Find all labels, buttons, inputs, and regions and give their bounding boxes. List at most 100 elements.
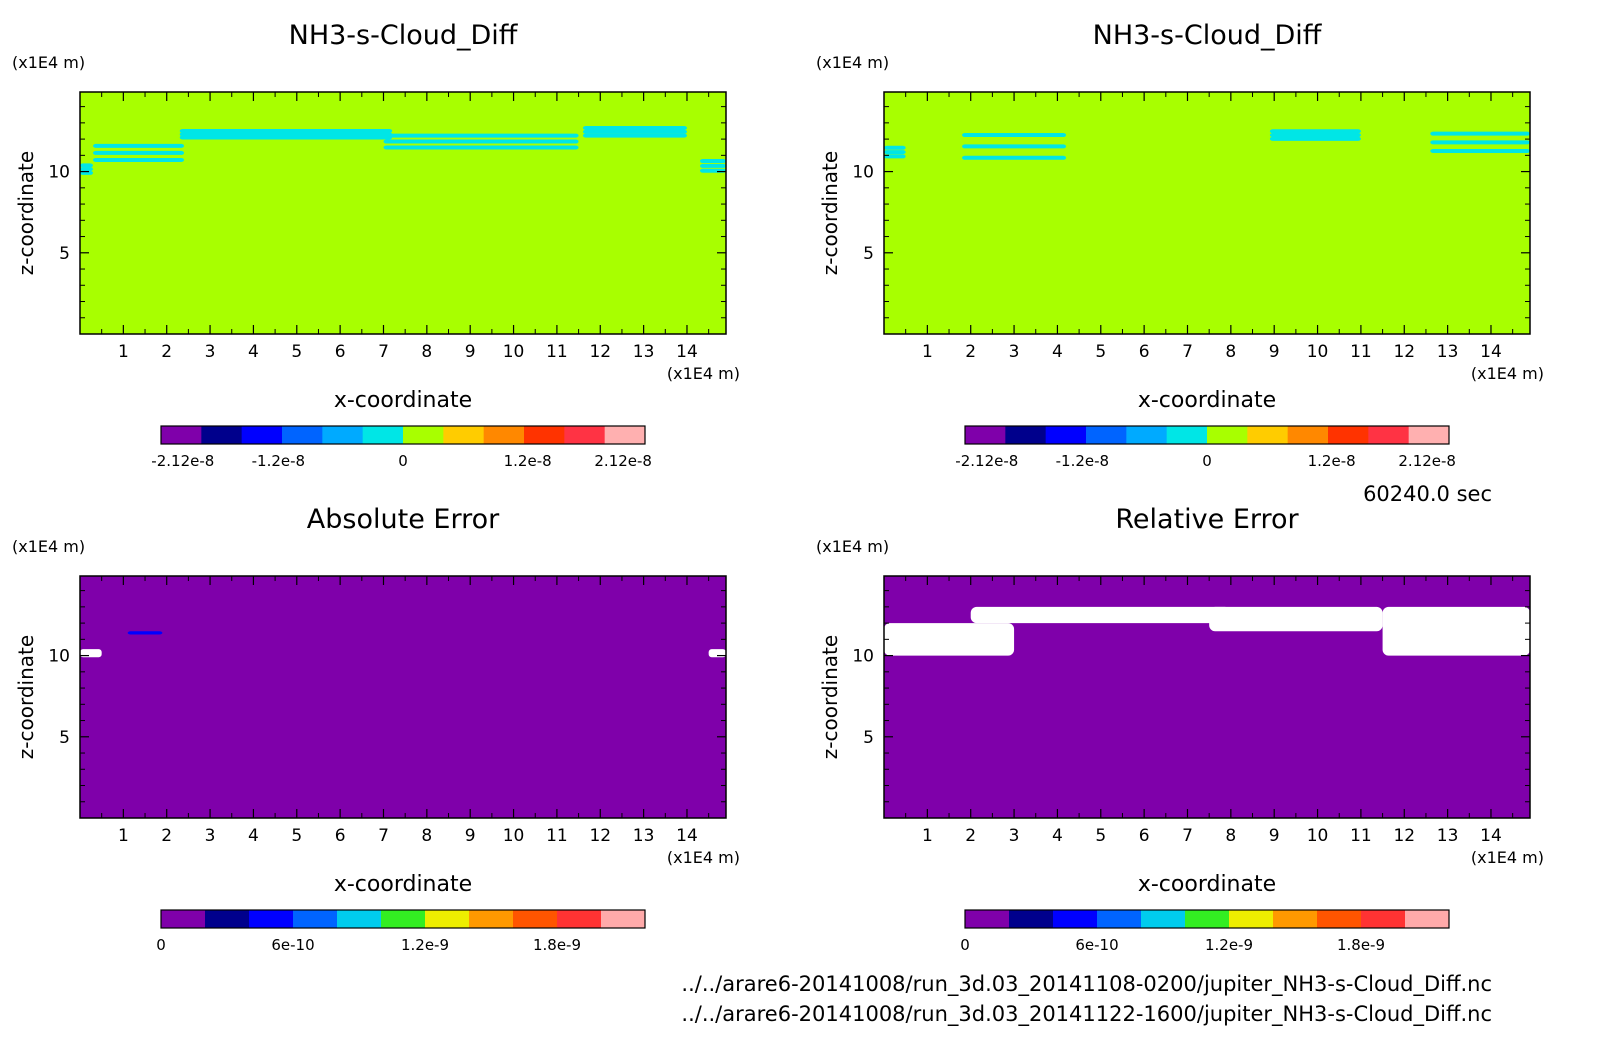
colorbar-label: 0 xyxy=(1202,452,1212,470)
x-tick-label: 10 xyxy=(503,826,525,846)
contour-band xyxy=(884,145,906,150)
contour-band xyxy=(1269,133,1361,138)
x-tick-label: 4 xyxy=(1052,342,1063,362)
colorbar-segment xyxy=(249,910,294,928)
colorbar-segment xyxy=(1408,426,1450,444)
colorbar-segment xyxy=(205,910,250,928)
colorbar-segment xyxy=(1361,910,1406,928)
x-tick-label: 1 xyxy=(118,826,129,846)
colorbar-segment xyxy=(965,426,1006,444)
plot-frame xyxy=(883,91,1531,335)
colorbar-segment xyxy=(1287,426,1329,444)
colorbar-frame xyxy=(964,425,1450,445)
x-tick-label: 14 xyxy=(676,826,698,846)
x-tick-label: 6 xyxy=(1139,826,1150,846)
colorbar-segment xyxy=(362,426,404,444)
plot-frame xyxy=(883,575,1531,819)
colorbar-segment xyxy=(965,910,1010,928)
x-tick-label: 6 xyxy=(335,826,346,846)
y-unit-label: (x1E4 m) xyxy=(816,53,889,72)
colorbar-label: 1.8e-9 xyxy=(533,936,581,954)
plot-background xyxy=(80,576,726,818)
colorbar-segment xyxy=(425,910,470,928)
x-tick-label: 12 xyxy=(589,342,611,362)
x-tick-label: 14 xyxy=(676,342,698,362)
colorbar-label: 6e-10 xyxy=(1075,936,1118,954)
colorbar-label: 1.2e-8 xyxy=(1308,452,1356,470)
colorbar-label: -2.12e-8 xyxy=(955,452,1018,470)
colorbar-segment xyxy=(1005,426,1047,444)
colorbar-segment xyxy=(524,426,565,444)
contour-band xyxy=(93,143,185,148)
colorbar-label: 1.2e-8 xyxy=(504,452,552,470)
x-tick-label: 6 xyxy=(335,342,346,362)
colorbar-segment xyxy=(469,910,514,928)
contour-band xyxy=(383,133,579,138)
y-axis-label: z-coordinate xyxy=(14,151,38,275)
y-axis-label: z-coordinate xyxy=(818,151,842,275)
colorbar-label: 0 xyxy=(156,936,166,954)
colorbar-segment xyxy=(1207,426,1248,444)
contour-band xyxy=(962,133,1067,138)
x-tick-label: 7 xyxy=(378,826,389,846)
colorbar-segment xyxy=(337,910,382,928)
contour-band xyxy=(179,135,393,140)
x-tick-label: 12 xyxy=(1393,826,1415,846)
error-region xyxy=(1382,606,1530,656)
x-tick-label: 14 xyxy=(1480,826,1502,846)
contour-band xyxy=(383,145,579,150)
contour-band xyxy=(93,157,185,162)
colorbar-segment xyxy=(1141,910,1186,928)
x-tick-label: 3 xyxy=(1009,826,1020,846)
contour-band xyxy=(582,129,687,134)
colorbar-segment xyxy=(1368,426,1410,444)
contour-band xyxy=(80,163,94,168)
contour-band xyxy=(699,159,726,164)
x-tick-label: 13 xyxy=(1437,826,1459,846)
contour-band xyxy=(699,163,726,168)
colorbar-segment xyxy=(604,426,646,444)
plot-frame xyxy=(79,91,727,335)
colorbar-label: -2.12e-8 xyxy=(151,452,214,470)
x-tick-label: 11 xyxy=(1350,342,1372,362)
y-tick-label: 5 xyxy=(59,728,70,748)
x-tick-label: 7 xyxy=(378,342,389,362)
colorbar-segment xyxy=(601,910,646,928)
x-unit-label: (x1E4 m) xyxy=(667,848,740,867)
colorbar-segment xyxy=(161,910,206,928)
y-tick-label: 10 xyxy=(852,647,874,667)
y-tick-label: 5 xyxy=(59,244,70,264)
colorbar-segment xyxy=(557,910,602,928)
x-tick-label: 4 xyxy=(248,342,259,362)
y-unit-label: (x1E4 m) xyxy=(816,537,889,556)
colorbar-label: 1.8e-9 xyxy=(1337,936,1385,954)
colorbar-label: 1.2e-9 xyxy=(401,936,449,954)
contour-band xyxy=(884,150,906,155)
x-tick-label: 11 xyxy=(1350,826,1372,846)
x-axis-label: x-coordinate xyxy=(334,388,472,413)
contour-band xyxy=(1269,129,1361,134)
x-tick-label: 10 xyxy=(1307,826,1329,846)
x-tick-label: 1 xyxy=(922,342,933,362)
colorbar-label: -1.2e-8 xyxy=(252,452,305,470)
x-tick-label: 13 xyxy=(1437,342,1459,362)
x-axis-label: x-coordinate xyxy=(334,872,472,897)
error-region xyxy=(884,623,1015,656)
x-tick-label: 3 xyxy=(1009,342,1020,362)
contour-band xyxy=(179,132,393,137)
y-tick-label: 10 xyxy=(48,647,70,667)
timestamp-label: 60240.0 sec xyxy=(1363,482,1492,506)
colorbar-segment xyxy=(1097,910,1142,928)
x-unit-label: (x1E4 m) xyxy=(667,364,740,383)
error-region xyxy=(127,631,163,635)
contour-band xyxy=(93,150,185,155)
x-tick-label: 8 xyxy=(1225,342,1236,362)
contour-band xyxy=(962,155,1067,160)
colorbar-segment xyxy=(1328,426,1369,444)
x-unit-label: (x1E4 m) xyxy=(1471,364,1544,383)
colorbar-segment xyxy=(293,910,338,928)
colorbar-segment xyxy=(1317,910,1362,928)
x-tick-label: 8 xyxy=(421,342,432,362)
colorbar-segment xyxy=(381,910,426,928)
contour-band xyxy=(582,133,687,138)
